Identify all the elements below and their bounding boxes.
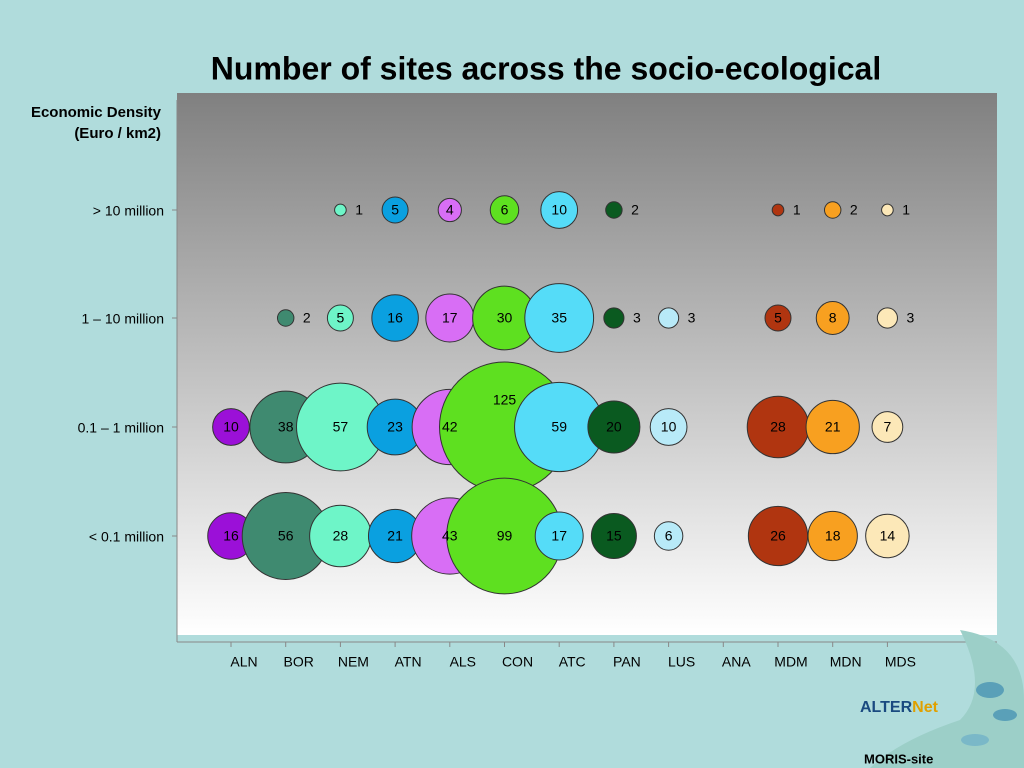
bubble: [276, 309, 295, 327]
bubble: [334, 203, 347, 217]
x-tick-label: MDS: [885, 654, 916, 670]
bubble: [524, 283, 595, 353]
bubble: [437, 197, 462, 223]
logo-shape: [993, 709, 1017, 721]
data-label: 20: [606, 419, 622, 435]
data-label: 17: [442, 310, 458, 326]
x-tick-label: ALS: [450, 654, 476, 670]
data-label: 10: [661, 419, 677, 435]
x-tick-label: ANA: [722, 654, 751, 670]
data-label: 99: [497, 528, 513, 544]
data-label: 3: [906, 310, 914, 326]
data-label: 1: [902, 202, 910, 218]
data-label: 35: [551, 310, 567, 326]
chart-title: Number of sites across the socio-ecologi…: [211, 50, 881, 86]
data-label: 10: [551, 202, 567, 218]
bubble: [865, 513, 910, 559]
bubble: [381, 196, 409, 224]
x-tick-label: ATN: [395, 654, 422, 670]
bubble: [605, 201, 623, 219]
data-label: 6: [501, 202, 509, 218]
bubble: [871, 411, 904, 443]
data-label: 56: [278, 528, 294, 544]
bubble: [658, 307, 680, 329]
data-label: 14: [880, 528, 896, 544]
data-label: 16: [387, 310, 403, 326]
data-label: 3: [688, 310, 696, 326]
data-label: 57: [333, 419, 349, 435]
logo: ALTERNet MORIS-site: [860, 630, 1024, 768]
bubble: [326, 304, 354, 332]
data-label: 2: [303, 310, 311, 326]
x-tick-label: MDN: [830, 654, 862, 670]
logo-shape: [976, 682, 1004, 698]
data-label: 2: [631, 202, 639, 218]
bubble: [371, 294, 419, 342]
bubble: [876, 307, 898, 329]
bubble: [881, 203, 894, 217]
x-tick-label: NEM: [338, 654, 369, 670]
data-label: 6: [665, 528, 673, 544]
x-tick-label: BOR: [284, 654, 314, 670]
data-label: 1: [355, 202, 363, 218]
data-label: 28: [333, 528, 349, 544]
data-label: 1: [793, 202, 801, 218]
bubble: [764, 304, 792, 332]
logo-text: ALTERNet: [860, 699, 939, 716]
data-label: 43: [442, 528, 458, 544]
data-label: 15: [606, 528, 622, 544]
y-axis-label: Economic Density: [31, 104, 162, 121]
bubble: [823, 201, 842, 219]
bubble: [534, 511, 584, 561]
data-label: 59: [551, 419, 567, 435]
data-label: 4: [446, 202, 454, 218]
data-label: 3: [633, 310, 641, 326]
data-label: 38: [278, 419, 294, 435]
data-label: 7: [884, 419, 892, 435]
bubble: [587, 400, 641, 454]
x-tick-label: CON: [502, 654, 533, 670]
data-label: 16: [223, 528, 239, 544]
bubble: [815, 301, 850, 335]
data-label: 2: [850, 202, 858, 218]
data-label: 30: [497, 310, 513, 326]
logo-shape: [961, 734, 989, 746]
bubble: [771, 203, 785, 217]
footer-text: MORIS-site: [864, 751, 933, 766]
data-label: 125: [493, 392, 517, 408]
bubble: [489, 195, 520, 225]
bubble: [649, 408, 688, 446]
data-label: 17: [551, 528, 567, 544]
x-tick-label: ALN: [230, 654, 257, 670]
data-label: 5: [774, 310, 782, 326]
data-label: 5: [391, 202, 399, 218]
x-tick-label: PAN: [613, 654, 641, 670]
data-label: 8: [829, 310, 837, 326]
x-tick-label: MDM: [774, 654, 807, 670]
y-axis-label: (Euro / km2): [74, 125, 161, 142]
data-label: 10: [223, 419, 239, 435]
y-tick-label: < 0.1 million: [89, 529, 164, 545]
data-label: 21: [387, 528, 403, 544]
y-tick-label: 1 – 10 million: [82, 311, 165, 327]
data-label: 28: [770, 419, 786, 435]
y-tick-label: 0.1 – 1 million: [78, 420, 164, 436]
bubble: [603, 307, 625, 329]
bubble: [540, 191, 579, 229]
bubble: [590, 512, 637, 560]
bubble: [653, 521, 684, 551]
data-label: 18: [825, 528, 841, 544]
y-tick-label: > 10 million: [93, 203, 164, 219]
bubble: [805, 399, 860, 455]
logo-swoosh: [870, 630, 1024, 768]
data-label: 26: [770, 528, 786, 544]
data-label: 42: [442, 419, 458, 435]
bubble: [807, 510, 858, 562]
x-tick-label: LUS: [668, 654, 695, 670]
data-label: 21: [825, 419, 841, 435]
x-tick-label: ATC: [559, 654, 586, 670]
data-label: 23: [387, 419, 403, 435]
data-label: 5: [337, 310, 345, 326]
